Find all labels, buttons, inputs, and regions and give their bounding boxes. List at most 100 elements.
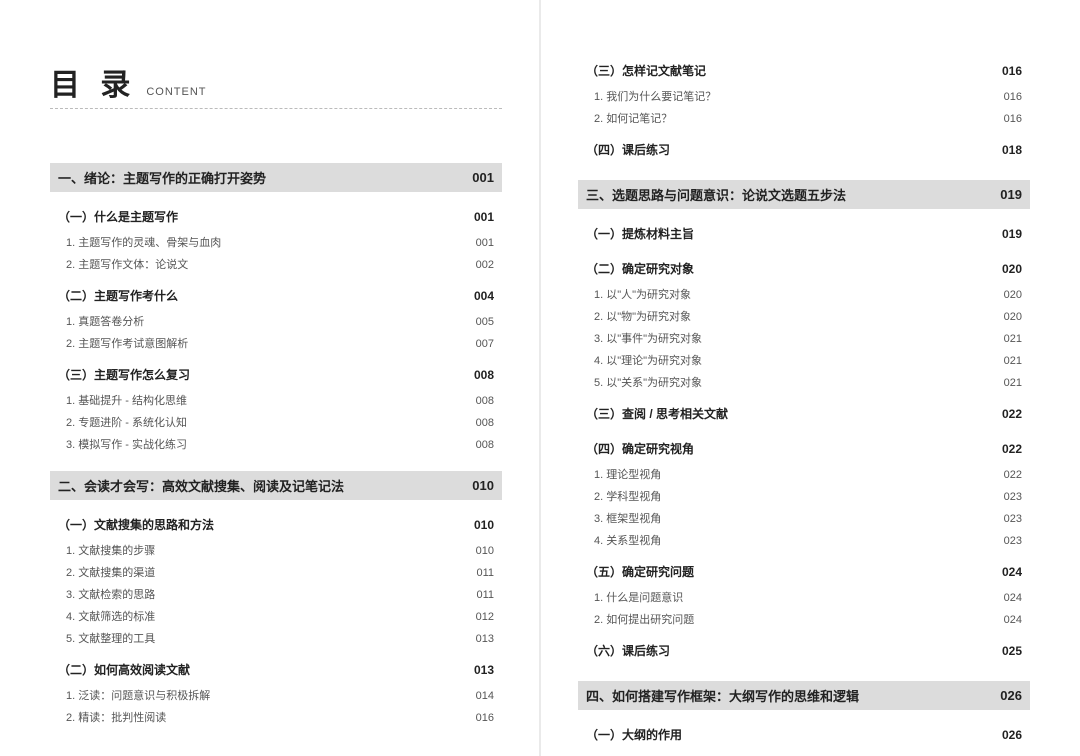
sub-row: 2. 精读：批判性阅读016 bbox=[50, 708, 502, 726]
book-spine bbox=[539, 0, 541, 756]
sub-title: 1. 理论型视角 bbox=[594, 466, 661, 482]
sub-row: 2. 文献搜集的渠道 011 bbox=[50, 563, 502, 581]
section-row: （一）提炼材料主旨019 bbox=[578, 223, 1030, 244]
sub-title: 3. 框架型视角 bbox=[594, 510, 661, 526]
sub-title: 4. 以"理论"为研究对象 bbox=[594, 352, 702, 368]
sub-title: 1. 文献搜集的步骤 bbox=[66, 542, 155, 558]
sub-title: 1. 我们为什么要记笔记？ bbox=[594, 88, 716, 104]
sub-title: 1. 主题写作的灵魂、骨架与血肉 bbox=[66, 234, 221, 250]
sub-title: 2. 以"物"为研究对象 bbox=[594, 308, 691, 324]
sub-page: 016 bbox=[1004, 113, 1022, 125]
chapter-row: 三、选题思路与问题意识：论说文选题五步法 019 bbox=[578, 180, 1030, 209]
sub-title: 1. 什么是问题意识 bbox=[594, 589, 683, 605]
chapter-page: 026 bbox=[1000, 688, 1022, 703]
section-title: （六）课后练习 bbox=[586, 642, 670, 659]
sub-page: 011 bbox=[476, 589, 494, 601]
gap bbox=[578, 250, 1030, 258]
section-page: 001 bbox=[474, 210, 494, 224]
section-page: 020 bbox=[1002, 262, 1022, 276]
gap bbox=[50, 356, 502, 364]
chapter-row: 一、绪论：主题写作的正确打开姿势001 bbox=[50, 163, 502, 192]
sub-title: 2. 学科型视角 bbox=[594, 488, 661, 504]
section-page: 010 bbox=[474, 518, 494, 532]
section-row: （二）如何高效阅读文献013 bbox=[50, 659, 502, 680]
section-title: （四）确定研究视角 bbox=[586, 440, 694, 457]
chapter-page: 019 bbox=[1000, 187, 1022, 202]
gap bbox=[578, 395, 1030, 403]
gap bbox=[578, 131, 1030, 139]
sub-row: 2. 如何提出研究问题024 bbox=[578, 610, 1030, 628]
sub-page: 010 bbox=[476, 545, 494, 557]
sub-row: 1. 基础提升 - 结构化思维008 bbox=[50, 391, 502, 409]
sub-row: 3. 文献检索的思路011 bbox=[50, 585, 502, 603]
sub-row: 1. 以"人"为研究对象020 bbox=[578, 285, 1030, 303]
gap bbox=[578, 632, 1030, 640]
sub-row: 2. 主题写作考试意图解析007 bbox=[50, 334, 502, 352]
section-page: 018 bbox=[1002, 143, 1022, 157]
sub-row: 1. 理论型视角022 bbox=[578, 465, 1030, 483]
sub-page: 021 bbox=[1004, 355, 1022, 367]
sub-title: 2. 主题写作考试意图解析 bbox=[66, 335, 188, 351]
sub-row: 4. 关系型视角023 bbox=[578, 531, 1030, 549]
chapter-gap bbox=[578, 667, 1030, 681]
sub-row: 2. 如何记笔记？ 016 bbox=[578, 109, 1030, 127]
section-page: 019 bbox=[1002, 227, 1022, 241]
book-spread: 目 录 CONTENT 一、绪论：主题写作的正确打开姿势001（一）什么是主题写… bbox=[0, 0, 1080, 756]
sub-page: 021 bbox=[1004, 377, 1022, 389]
sub-page: 008 bbox=[476, 417, 494, 429]
sub-page: 011 bbox=[476, 567, 494, 579]
sub-title: 4. 关系型视角 bbox=[594, 532, 661, 548]
section-title: （二）如何高效阅读文献 bbox=[58, 661, 190, 678]
sub-title: 2. 文献搜集的渠道 bbox=[66, 564, 155, 580]
toc-title-cn: 目 录 bbox=[50, 60, 136, 104]
sub-row: 2. 以"物"为研究对象 020 bbox=[578, 307, 1030, 325]
sub-page: 008 bbox=[476, 395, 494, 407]
toc-column-right: （三）怎样记文献笔记 016 1. 我们为什么要记笔记？ 016 2. 如何记笔记？ 01… bbox=[578, 60, 1030, 745]
section-title: （三）主题写作怎么复习 bbox=[58, 366, 190, 383]
gap bbox=[578, 430, 1030, 438]
sub-row: 2. 专题进阶 - 系统化认知 008 bbox=[50, 413, 502, 431]
sub-page: 008 bbox=[476, 439, 494, 451]
sub-page: 021 bbox=[1004, 333, 1022, 345]
section-title: （三）怎样记文献笔记 bbox=[586, 62, 706, 79]
section-page: 008 bbox=[474, 368, 494, 382]
sub-row: 2. 主题写作文体：论说文002 bbox=[50, 255, 502, 273]
sub-page: 023 bbox=[1004, 491, 1022, 503]
sub-title: 2. 如何记笔记？ bbox=[594, 110, 672, 126]
sub-row: 1. 主题写作的灵魂、骨架与血肉 001 bbox=[50, 233, 502, 251]
sub-page: 005 bbox=[476, 316, 494, 328]
sub-page: 014 bbox=[476, 690, 494, 702]
sub-page: 002 bbox=[476, 259, 494, 271]
page-left: 目 录 CONTENT 一、绪论：主题写作的正确打开姿势001（一）什么是主题写… bbox=[0, 0, 540, 756]
sub-page: 001 bbox=[476, 237, 494, 249]
section-page: 022 bbox=[1002, 407, 1022, 421]
sub-title: 2. 精读：批判性阅读 bbox=[66, 709, 166, 725]
sub-page: 020 bbox=[1004, 289, 1022, 301]
sub-row: 4. 文献筛选的标准012 bbox=[50, 607, 502, 625]
section-row: （二）主题写作考什么004 bbox=[50, 285, 502, 306]
sub-row: 1. 我们为什么要记笔记？ 016 bbox=[578, 87, 1030, 105]
section-row: （三）查阅 / 思考相关文献022 bbox=[578, 403, 1030, 424]
sub-row: 1. 什么是问题意识024 bbox=[578, 588, 1030, 606]
section-row: （五）确定研究问题024 bbox=[578, 561, 1030, 582]
title-divider bbox=[50, 108, 502, 109]
chapter-row: 二、会读才会写：高效文献搜集、阅读及记笔记法010 bbox=[50, 471, 502, 500]
chapter-title: 三、选题思路与问题意识：论说文选题五步法 bbox=[586, 185, 846, 204]
section-page: 022 bbox=[1002, 442, 1022, 456]
section-page: 004 bbox=[474, 289, 494, 303]
section-page: 026 bbox=[1002, 728, 1022, 742]
sub-title: 3. 以"事件"为研究对象 bbox=[594, 330, 702, 346]
sub-title: 2. 专题进阶 - 系统化认知 bbox=[66, 414, 187, 430]
sub-row: 3. 模拟写作 - 实战化练习008 bbox=[50, 435, 502, 453]
gap bbox=[578, 553, 1030, 561]
chapter-page: 010 bbox=[472, 478, 494, 493]
section-title: （一）文献搜集的思路和方法 bbox=[58, 516, 214, 533]
sub-row: 5. 以"关系"为研究对象021 bbox=[578, 373, 1030, 391]
section-row: （二）确定研究对象020 bbox=[578, 258, 1030, 279]
sub-page: 016 bbox=[1004, 91, 1022, 103]
sub-page: 024 bbox=[1004, 614, 1022, 626]
sub-page: 013 bbox=[476, 633, 494, 645]
sub-page: 020 bbox=[1004, 311, 1022, 323]
sub-title: 1. 泛读：问题意识与积极拆解 bbox=[66, 687, 210, 703]
sub-title: 1. 真题答卷分析 bbox=[66, 313, 144, 329]
